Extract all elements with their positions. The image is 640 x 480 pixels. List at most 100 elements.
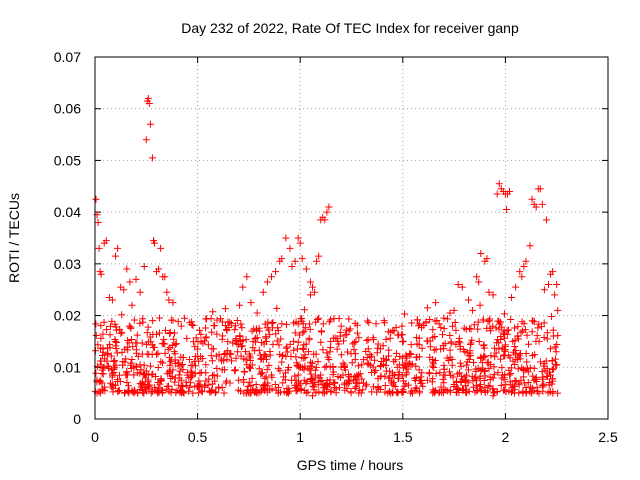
data-point [548,312,556,320]
data-point [259,288,267,296]
data-point [477,250,485,258]
data-point [358,361,366,369]
data-point [99,364,107,372]
x-tick-labels: 0 0.5 1 1.5 2 2.5 [91,429,618,445]
data-point [494,317,502,325]
data-point [452,388,460,396]
data-point [266,351,274,359]
data-point [228,357,236,365]
data-point [179,383,187,391]
data-point [374,385,382,393]
data-point [511,324,519,332]
data-point [112,252,120,260]
data-point [440,379,448,387]
data-point [395,368,403,376]
data-point [196,369,204,377]
data-point [337,351,345,359]
data-point [365,360,373,368]
data-point [124,387,132,395]
data-point [175,374,183,382]
data-point [315,314,323,322]
data-point [197,330,205,338]
data-point [292,353,300,361]
data-point [97,270,105,278]
data-point [461,373,469,381]
data-point [147,389,155,397]
data-point [171,378,179,386]
data-point [298,354,306,362]
data-point [209,380,217,388]
data-point [340,363,348,371]
data-point [469,383,477,391]
data-point [382,367,390,375]
data-point [263,278,271,286]
data-point [536,185,544,193]
data-point [507,369,515,377]
data-point [302,389,310,397]
data-point [238,324,246,332]
data-point [175,381,183,389]
data-point [377,362,385,370]
data-point [526,383,534,391]
data-point [309,382,317,390]
data-point [225,323,233,331]
data-point [128,301,136,309]
x-tick-label: 0.5 [188,429,208,445]
data-point [317,338,325,346]
data-point [113,349,121,357]
data-point [94,341,102,349]
data-point [436,369,444,377]
data-point [261,374,269,382]
data-point [477,366,485,374]
data-point [438,331,446,339]
data-point [177,322,185,330]
data-point [170,335,178,343]
data-point [159,339,167,347]
data-point [293,345,301,353]
data-point [542,216,550,224]
data-point [533,332,541,340]
data-point [154,364,162,372]
data-point [99,330,107,338]
data-point [490,363,498,371]
data-point [303,377,311,385]
data-point [437,324,445,332]
data-point [364,345,372,353]
data-point [432,369,440,377]
data-point [415,334,423,342]
data-point [294,320,302,328]
chart-title: Day 232 of 2022, Rate Of TEC Index for r… [181,20,519,36]
data-point [233,340,241,348]
data-point [242,356,250,364]
data-point [217,355,225,363]
data-point [191,343,199,351]
data-point [469,306,477,314]
data-point [307,358,315,366]
data-point [189,371,197,379]
data-point [306,291,314,299]
data-point [317,327,325,335]
data-point [477,388,485,396]
data-point [195,377,203,385]
data-point [425,370,433,378]
data-point [412,334,420,342]
data-point [290,346,298,354]
data-point [429,326,437,334]
data-point [236,301,244,309]
data-point [227,320,235,328]
data-point [301,362,309,370]
data-point [532,373,540,381]
data-point [290,319,298,327]
data-point [243,273,251,281]
data-point [272,268,280,276]
data-point [123,265,131,273]
data-point [396,353,404,361]
data-point [144,323,152,331]
data-point [347,388,355,396]
data-point [123,378,131,386]
data-point [549,268,557,276]
data-point [326,363,334,371]
data-point [533,387,541,395]
data-point [210,371,218,379]
